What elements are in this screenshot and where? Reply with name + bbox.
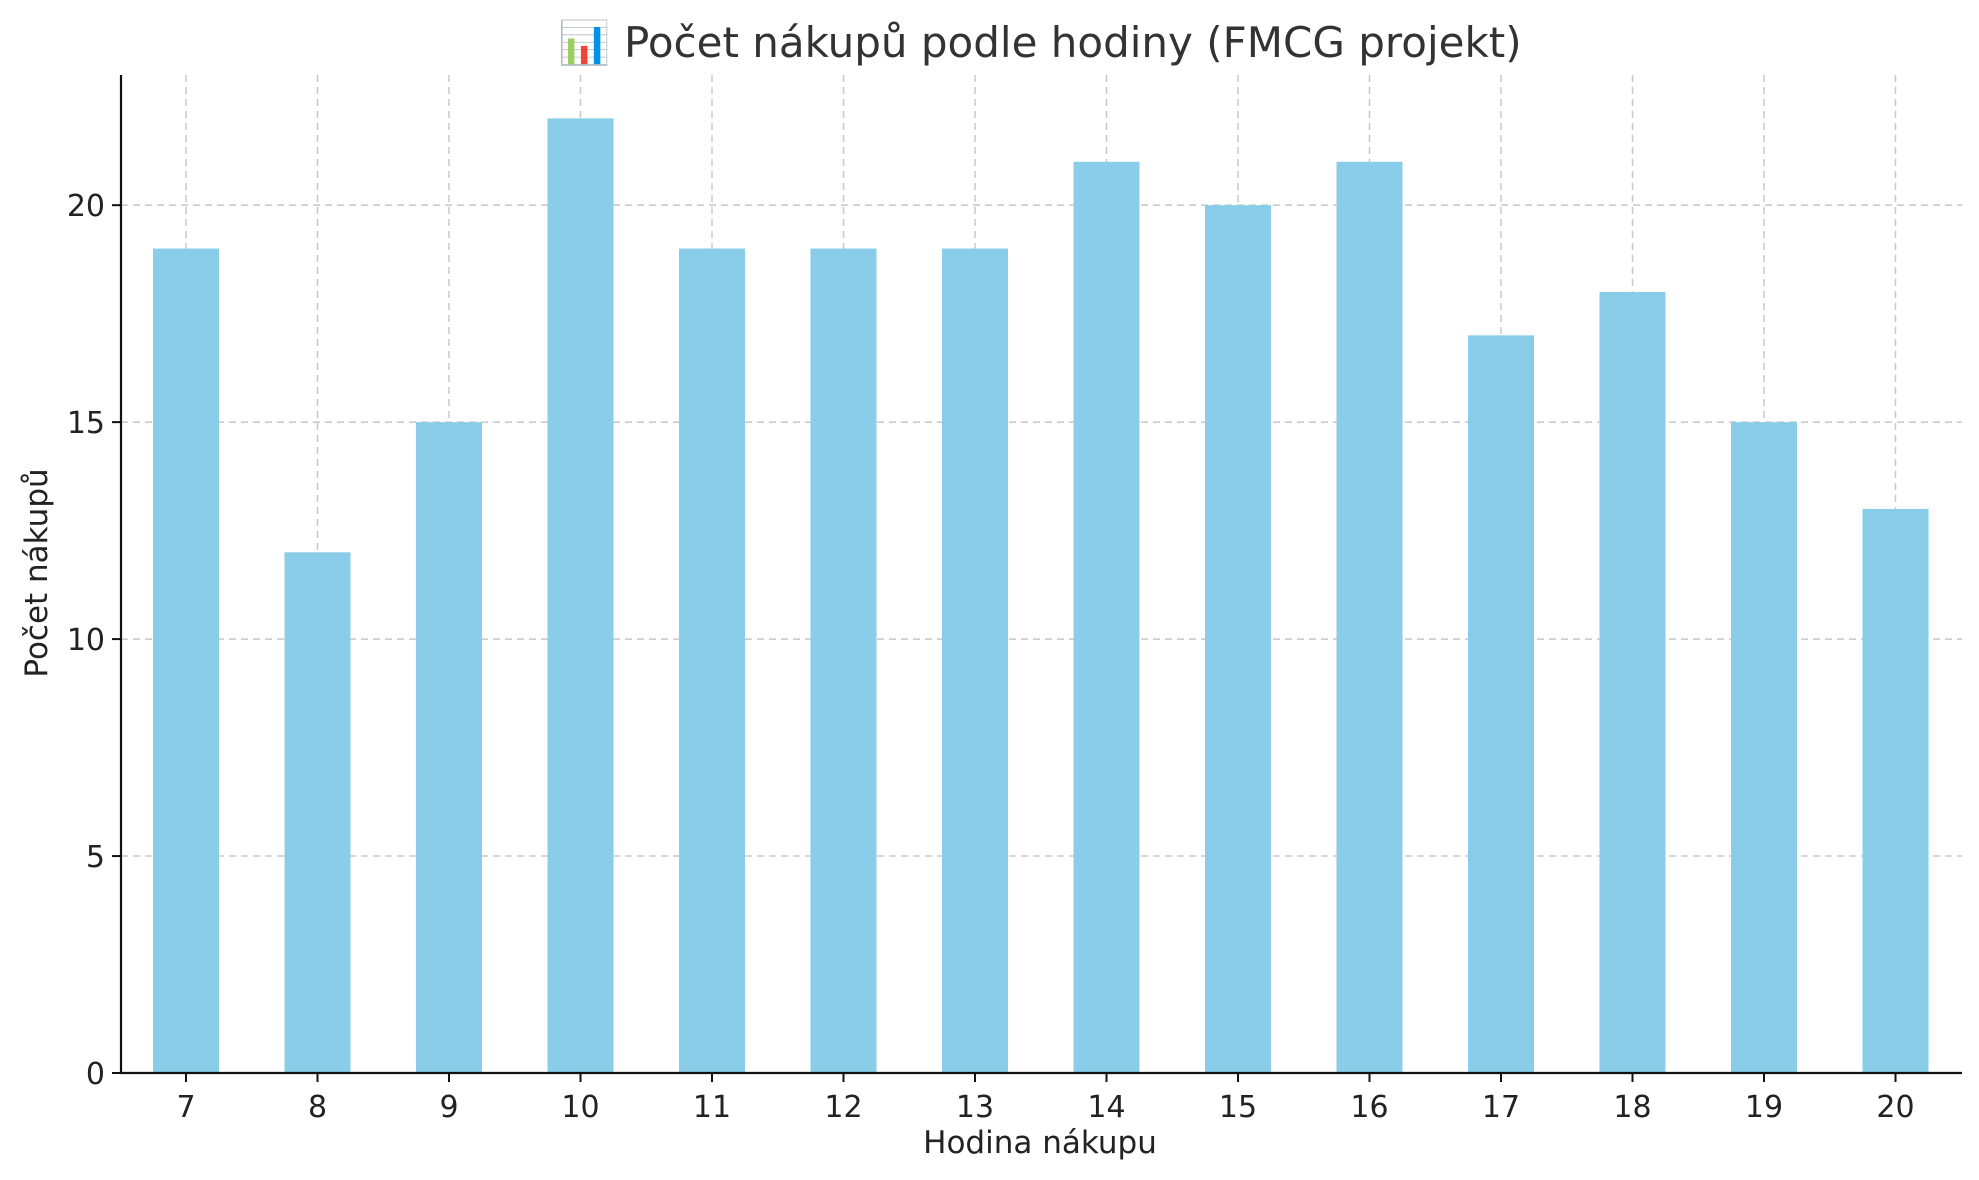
x-tick-label: 16 bbox=[1350, 1090, 1388, 1125]
bar-14 bbox=[1073, 161, 1140, 1074]
bar-17 bbox=[1468, 335, 1534, 1073]
x-ticks: 7 8 9 10 11 12 13 14 15 16 17 18 19 20 bbox=[176, 1073, 1915, 1125]
bar-15 bbox=[1205, 205, 1271, 1073]
bar-7 bbox=[153, 248, 219, 1074]
y-tick-label: 20 bbox=[67, 189, 105, 224]
y-tick-label: 0 bbox=[86, 1057, 105, 1092]
x-tick-label: 8 bbox=[308, 1090, 327, 1125]
y-ticks: 0 5 10 15 20 bbox=[67, 189, 121, 1092]
y-tick-label: 10 bbox=[67, 623, 105, 658]
bar-8 bbox=[284, 552, 351, 1073]
x-tick-label: 20 bbox=[1876, 1090, 1914, 1125]
x-axis-label: Hodina nákupu bbox=[923, 1125, 1157, 1161]
chart-title: 📊 Počet nákupů podle hodiny (FMCG projek… bbox=[558, 18, 1521, 67]
bar-10 bbox=[547, 118, 614, 1074]
y-tick-label: 15 bbox=[67, 406, 105, 441]
x-tick-label: 10 bbox=[561, 1090, 599, 1125]
x-tick-label: 9 bbox=[439, 1090, 458, 1125]
grid-layer bbox=[121, 75, 1962, 1073]
x-tick-label: 15 bbox=[1219, 1090, 1257, 1125]
bar-11 bbox=[679, 248, 745, 1074]
bar-12 bbox=[810, 248, 877, 1074]
x-tick-label: 11 bbox=[693, 1090, 731, 1125]
axes-layer bbox=[119, 75, 1962, 1075]
x-tick-label: 14 bbox=[1087, 1090, 1125, 1125]
bars-layer bbox=[153, 118, 1929, 1074]
x-tick-label: 17 bbox=[1482, 1090, 1520, 1125]
x-tick-label: 19 bbox=[1745, 1090, 1783, 1125]
bar-20 bbox=[1862, 508, 1929, 1073]
y-axis-label: Počet nákupů bbox=[19, 468, 55, 677]
x-tick-label: 13 bbox=[956, 1090, 994, 1125]
bar-19 bbox=[1731, 422, 1797, 1073]
bar-18 bbox=[1599, 291, 1666, 1073]
y-tick-label: 5 bbox=[86, 840, 105, 875]
bar-16 bbox=[1336, 161, 1403, 1074]
x-tick-label: 18 bbox=[1613, 1090, 1651, 1125]
bar-9 bbox=[416, 422, 482, 1073]
bar-13 bbox=[942, 248, 1008, 1074]
x-tick-label: 12 bbox=[824, 1090, 862, 1125]
x-tick-label: 7 bbox=[176, 1090, 195, 1125]
